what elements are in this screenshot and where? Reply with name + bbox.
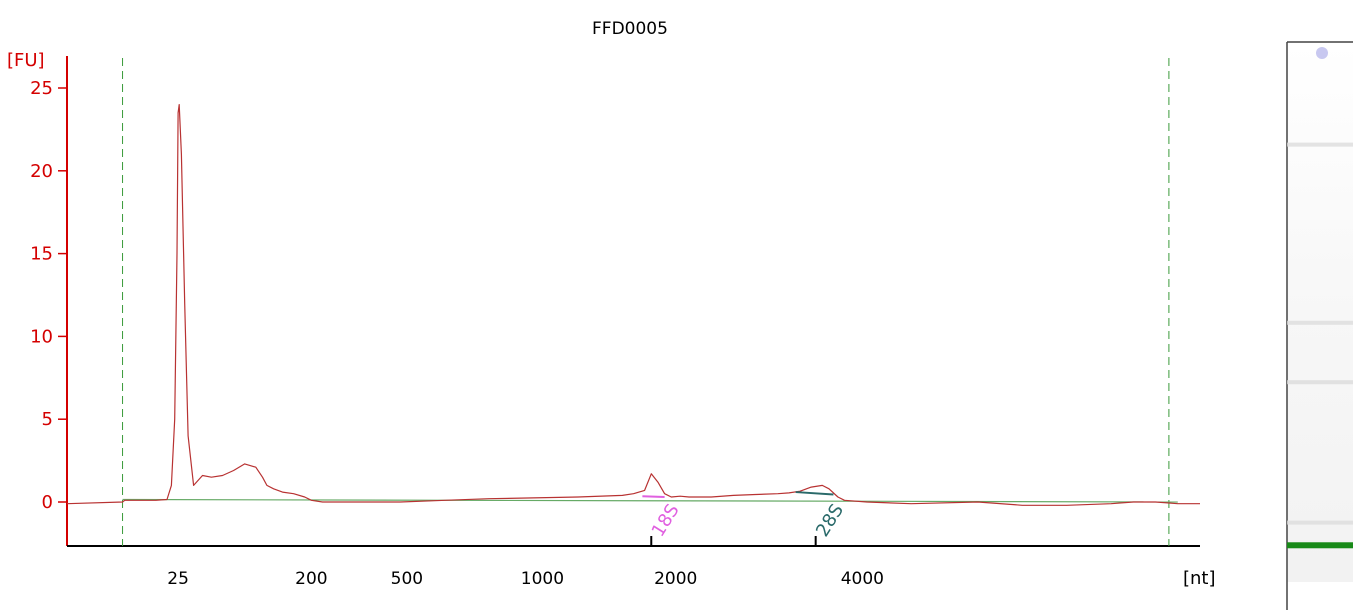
peak-label: 28S — [812, 500, 848, 540]
x-tick-label: 4000 — [841, 569, 884, 589]
peak-label: 18S — [648, 500, 684, 540]
fluorescence-trace — [66, 103, 1200, 506]
y-ticks: 0 5 10 15 20 25 — [30, 78, 67, 513]
y-tick-label: 5 — [42, 409, 53, 430]
x-tick-label: 500 — [391, 569, 423, 589]
peak-fit-line — [795, 491, 834, 496]
gel-band — [1287, 380, 1353, 385]
y-tick-label: 10 — [30, 326, 53, 347]
axes — [66, 56, 1200, 547]
plot-area — [66, 103, 1200, 506]
baseline-line — [122, 498, 1178, 503]
x-tick-label: 25 — [167, 569, 189, 589]
x-ticks: 25 200 500 1000 2000 4000 — [167, 569, 884, 589]
gel-marker-band — [1287, 542, 1353, 549]
gel-band — [1287, 320, 1353, 325]
gel-band — [1287, 520, 1353, 525]
peak-annotations: 18S 28S — [642, 491, 848, 546]
x-tick-label: 2000 — [654, 569, 697, 589]
y-tick-label: 0 — [42, 492, 53, 513]
gel-lane — [1287, 42, 1353, 582]
marker-lines — [122, 58, 1170, 546]
gel-band — [1287, 142, 1353, 147]
gel-image — [1286, 41, 1353, 610]
x-axis-unit: [nt] — [1183, 568, 1216, 589]
x-tick-label: 1000 — [521, 569, 564, 589]
x-tick-label: 200 — [295, 569, 327, 589]
y-tick-label: 20 — [30, 161, 53, 182]
chart-title: FFD0005 — [592, 19, 668, 39]
y-axis-unit: [FU] — [7, 50, 45, 71]
y-tick-label: 25 — [30, 78, 53, 99]
gel-well-dot — [1316, 47, 1328, 59]
y-tick-label: 15 — [30, 244, 53, 265]
peak-fit-line — [642, 495, 665, 499]
